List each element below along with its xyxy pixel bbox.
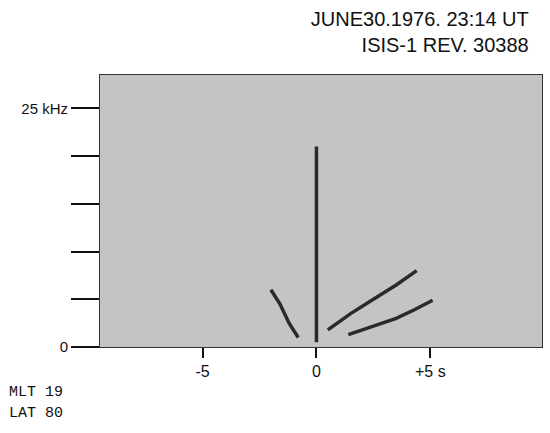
svg-text:LAT 80: LAT 80 bbox=[9, 405, 63, 422]
svg-text:+5 s: +5 s bbox=[415, 363, 446, 380]
svg-text:JUNE30.1976. 23:14 UTISIS-1 RE: JUNE30.1976. 23:14 UTISIS-1 REV. 30388 bbox=[311, 8, 529, 56]
svg-text:MLT 19: MLT 19 bbox=[9, 384, 63, 401]
svg-text:-5: -5 bbox=[195, 363, 209, 380]
svg-text:25 kHz: 25 kHz bbox=[21, 100, 68, 117]
svg-text:0: 0 bbox=[312, 363, 321, 380]
svg-text:0: 0 bbox=[60, 338, 68, 355]
